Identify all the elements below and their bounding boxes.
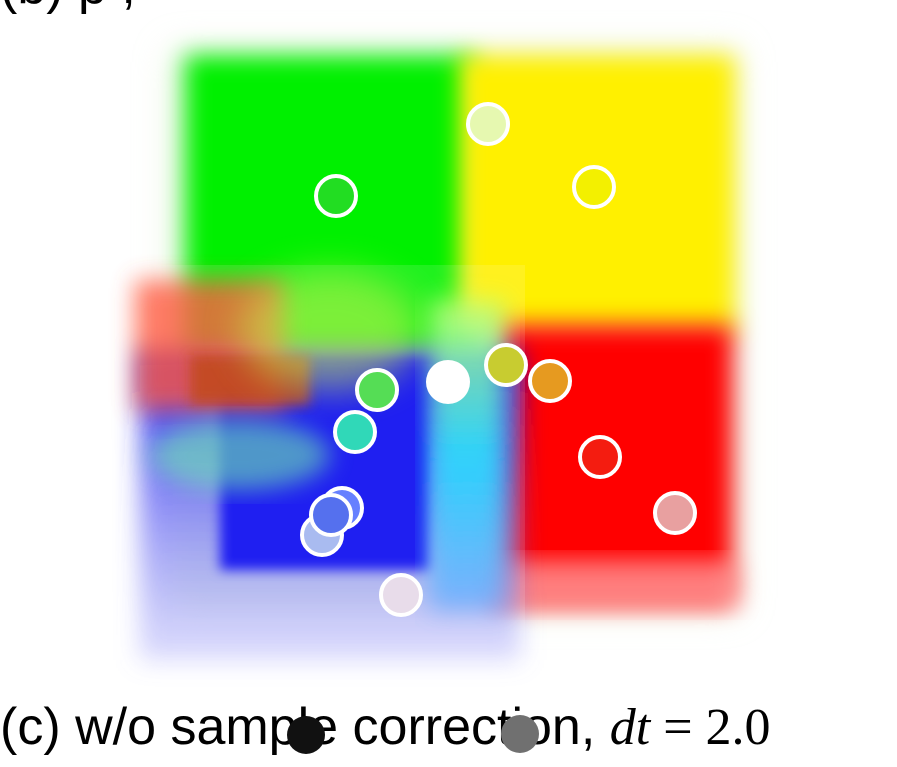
red-halo — [490, 560, 740, 610]
markers-layer — [300, 102, 697, 617]
caption-math: dt = 2.0 — [610, 699, 771, 756]
marker-light-green — [355, 368, 399, 412]
marker-orange — [528, 359, 572, 403]
marker-red — [578, 435, 622, 479]
marker-yellow — [572, 165, 616, 209]
math-equals: = — [650, 699, 706, 756]
marker-pale-yellow — [466, 102, 510, 146]
math-value: 2.0 — [705, 699, 771, 756]
previous-caption-fragment: (b) p , — [0, 0, 897, 16]
marker-teal — [333, 410, 377, 454]
caption-text: (c) w/o sample correction, — [0, 698, 596, 756]
center-blend — [240, 270, 420, 390]
figure-caption: (c) w/o sample correction, dt = 2.0 — [0, 688, 897, 767]
marker-white — [426, 360, 470, 404]
marker-green — [314, 174, 358, 218]
marker-olive — [484, 343, 528, 387]
left-cyan-blend — [150, 420, 330, 490]
marker-blue-b — [309, 493, 353, 537]
marker-lavender — [379, 573, 423, 617]
color-field — [125, 50, 740, 665]
marker-pink — [653, 491, 697, 535]
math-variable: dt — [609, 699, 651, 756]
